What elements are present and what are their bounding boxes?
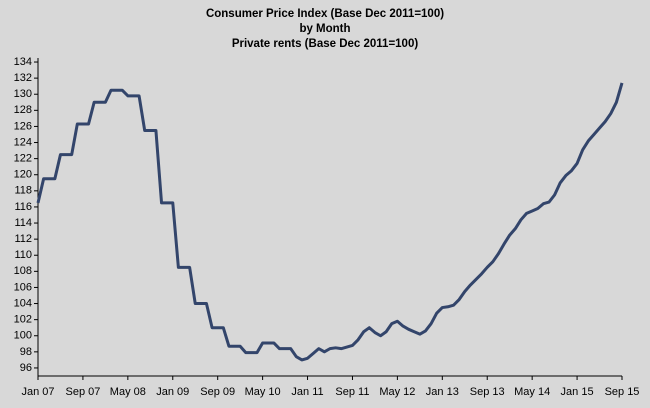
y-tick-label: 110 xyxy=(14,249,32,261)
x-tick-label: Sep 09 xyxy=(200,386,235,398)
y-tick-label: 102 xyxy=(14,314,32,326)
y-tick-label: 106 xyxy=(14,281,32,293)
y-tick-label: 124 xyxy=(14,136,32,148)
x-tick-label: May 08 xyxy=(110,386,146,398)
x-tick-label: Jan 13 xyxy=(426,386,459,398)
y-tick-label: 120 xyxy=(14,169,32,181)
x-tick-label: Sep 15 xyxy=(605,386,640,398)
chart-subtitle: by Month xyxy=(299,23,350,35)
y-tick-label: 96 xyxy=(20,362,32,374)
x-tick-label: May 12 xyxy=(379,386,415,398)
chart-title: Consumer Price Index (Base Dec 2011=100) xyxy=(206,8,444,20)
y-tick-label: 132 xyxy=(14,72,32,84)
x-tick-label: Sep 11 xyxy=(335,386,369,398)
x-tick-label: Jan 15 xyxy=(561,386,594,398)
y-tick-label: 134 xyxy=(14,56,32,68)
x-tick-label: Jan 09 xyxy=(156,386,189,398)
y-tick-label: 100 xyxy=(14,330,32,342)
x-tick-label: May 14 xyxy=(514,386,550,398)
data-line xyxy=(36,82,624,362)
y-tick-label: 128 xyxy=(14,104,32,116)
y-tick-label: 104 xyxy=(14,297,32,309)
y-tick-label: 122 xyxy=(14,153,32,165)
y-tick-label: 98 xyxy=(20,346,32,358)
x-tick-label: Jan 07 xyxy=(21,386,54,398)
y-tick-label: 116 xyxy=(14,201,32,213)
y-tick-label: 112 xyxy=(14,233,32,245)
x-tick-label: Sep 07 xyxy=(65,386,100,398)
y-tick-label: 108 xyxy=(14,265,32,277)
x-tick-label: May 10 xyxy=(245,386,281,398)
x-tick-label: Jan 11 xyxy=(291,386,323,398)
chart-subtitle: Private rents (Base Dec 2011=100) xyxy=(232,38,419,50)
y-tick-label: 130 xyxy=(14,88,32,100)
y-tick-label: 114 xyxy=(14,217,32,229)
y-tick-label: 118 xyxy=(14,185,32,197)
y-tick-label: 126 xyxy=(14,120,32,132)
x-tick-label: Sep 13 xyxy=(470,386,505,398)
